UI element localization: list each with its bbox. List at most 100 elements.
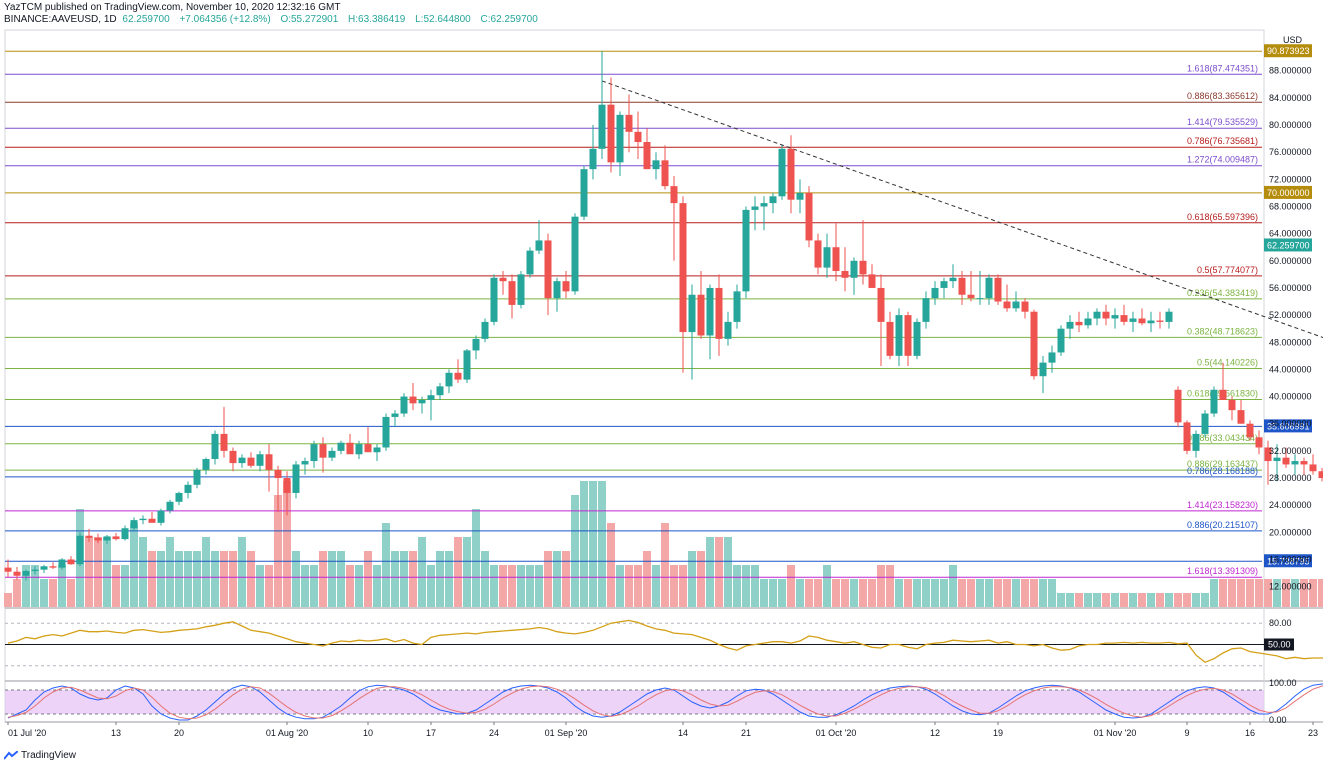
candle[interactable]	[1201, 413, 1209, 434]
candle[interactable]	[481, 321, 489, 339]
candle[interactable]	[265, 454, 273, 470]
candle[interactable]	[1093, 311, 1101, 319]
candle[interactable]	[535, 240, 543, 251]
candle[interactable]	[283, 478, 291, 493]
candle[interactable]	[517, 274, 525, 305]
candle[interactable]	[391, 413, 399, 417]
candle[interactable]	[346, 442, 354, 455]
candle[interactable]	[418, 399, 426, 404]
candle[interactable]	[580, 169, 588, 217]
candle[interactable]	[247, 457, 255, 466]
candle[interactable]	[445, 372, 453, 387]
candle[interactable]	[1219, 389, 1227, 400]
candle[interactable]	[166, 501, 174, 511]
candle[interactable]	[931, 287, 939, 299]
candle[interactable]	[103, 536, 111, 541]
candle[interactable]	[67, 559, 75, 565]
candle[interactable]	[94, 537, 102, 541]
candle[interactable]	[652, 160, 660, 170]
candle[interactable]	[814, 240, 822, 268]
candle[interactable]	[697, 294, 705, 336]
candle[interactable]	[940, 281, 948, 288]
candle[interactable]	[1309, 464, 1317, 472]
candle[interactable]	[409, 396, 417, 404]
candle[interactable]	[958, 277, 966, 295]
candle[interactable]	[769, 196, 777, 204]
candle[interactable]	[337, 442, 345, 451]
candle[interactable]	[922, 298, 930, 322]
candle[interactable]	[607, 104, 615, 163]
candle[interactable]	[787, 148, 795, 200]
candle[interactable]	[985, 277, 993, 299]
candle[interactable]	[238, 457, 246, 464]
candle[interactable]	[1138, 318, 1146, 324]
candle[interactable]	[1075, 321, 1083, 326]
candle[interactable]	[778, 148, 786, 197]
candle[interactable]	[1264, 447, 1272, 462]
candle[interactable]	[571, 216, 579, 292]
candle[interactable]	[364, 444, 372, 453]
candle[interactable]	[715, 287, 723, 339]
candle[interactable]	[796, 192, 804, 200]
candle[interactable]	[220, 433, 228, 451]
candle[interactable]	[1300, 461, 1308, 465]
candle[interactable]	[661, 160, 669, 187]
candle[interactable]	[202, 459, 210, 470]
candle[interactable]	[454, 372, 462, 380]
candle[interactable]	[229, 450, 237, 464]
candle[interactable]	[139, 518, 147, 521]
candle[interactable]	[805, 192, 813, 241]
candle[interactable]	[499, 277, 507, 282]
candle[interactable]	[1048, 352, 1056, 363]
candle[interactable]	[1129, 318, 1137, 322]
candle[interactable]	[877, 287, 885, 322]
candle[interactable]	[949, 277, 957, 282]
candle[interactable]	[1210, 389, 1218, 414]
candle[interactable]	[634, 131, 642, 143]
candle[interactable]	[211, 433, 219, 460]
candle[interactable]	[733, 291, 741, 322]
candle[interactable]	[1066, 321, 1074, 329]
candle[interactable]	[85, 535, 93, 538]
candle[interactable]	[319, 444, 327, 458]
candle[interactable]	[688, 294, 696, 333]
candle[interactable]	[589, 148, 597, 170]
candle[interactable]	[1174, 389, 1182, 423]
candle[interactable]	[1003, 301, 1011, 309]
candle[interactable]	[724, 321, 732, 339]
candle[interactable]	[1273, 457, 1281, 462]
candle[interactable]	[274, 469, 282, 479]
candle[interactable]	[472, 338, 480, 351]
candle[interactable]	[463, 350, 471, 380]
candle[interactable]	[562, 281, 570, 292]
candle[interactable]	[40, 566, 48, 570]
candle[interactable]	[130, 520, 138, 529]
candle[interactable]	[526, 250, 534, 275]
candle[interactable]	[1255, 437, 1263, 448]
candle[interactable]	[1039, 362, 1047, 377]
candle[interactable]	[76, 535, 84, 565]
candle[interactable]	[859, 260, 867, 275]
candle[interactable]	[832, 247, 840, 271]
candle[interactable]	[436, 386, 444, 396]
candle[interactable]	[58, 559, 66, 568]
candle[interactable]	[157, 510, 165, 523]
candle[interactable]	[1318, 471, 1323, 479]
candle[interactable]	[670, 186, 678, 204]
candle[interactable]	[760, 203, 768, 207]
candle[interactable]	[121, 528, 129, 540]
candle[interactable]	[1147, 320, 1155, 324]
candle[interactable]	[751, 206, 759, 210]
candle[interactable]	[31, 569, 39, 572]
candle[interactable]	[1192, 433, 1200, 451]
candle[interactable]	[850, 260, 858, 278]
candle[interactable]	[1246, 423, 1254, 438]
candle[interactable]	[625, 114, 633, 132]
candle[interactable]	[1030, 311, 1038, 377]
candle[interactable]	[886, 321, 894, 356]
candle[interactable]	[148, 518, 156, 523]
candle[interactable]	[616, 114, 624, 163]
tradingview-footer[interactable]: TradingView	[4, 750, 76, 761]
candle[interactable]	[292, 464, 300, 493]
